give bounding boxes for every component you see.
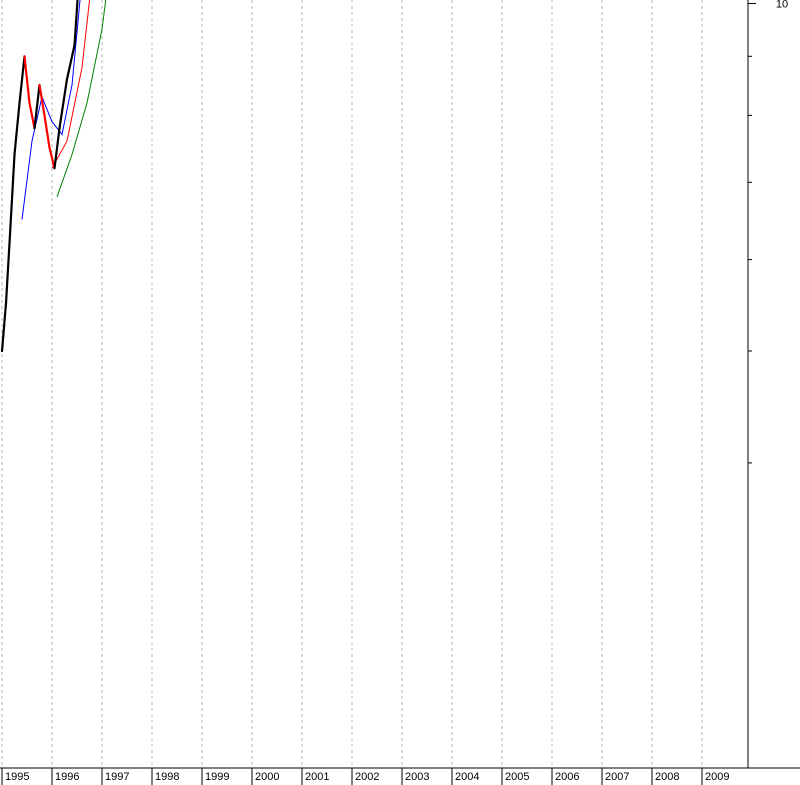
x-tick-label: 2007 [605, 771, 629, 783]
axes [0, 0, 800, 769]
x-tick-label: 1997 [105, 771, 129, 783]
price-segment [0, 302, 8, 353]
x-tick-label: 1995 [5, 771, 29, 783]
price-segment [53, 127, 61, 170]
x-axis-labels: 1995 1996 1997 1998 1999 2000 2001 2002 2003 2004… [1, 768, 729, 785]
year-gridlines [1, 0, 703, 768]
x-tick-label: 2003 [405, 771, 429, 783]
x-tick-label: 2000 [255, 771, 279, 783]
x-tick-label: 2008 [655, 771, 679, 783]
price-segment [18, 55, 26, 105]
price-segment [73, 0, 79, 47]
x-tick-label: 2009 [705, 771, 729, 783]
price-segment [33, 83, 41, 130]
x-tick-label: 2002 [355, 771, 379, 783]
x-tick-label: 2001 [305, 771, 329, 783]
price-segment [48, 146, 56, 170]
price-segment [13, 101, 21, 156]
price-series [0, 0, 79, 353]
price-segment [58, 77, 69, 130]
x-tick-label: 2005 [505, 771, 529, 783]
price-segment [38, 83, 46, 117]
x-tick-label: 1998 [155, 771, 179, 783]
y-tick-label: 10 [776, 0, 788, 11]
x-tick-label: 1999 [205, 771, 229, 783]
price-segment [28, 101, 36, 130]
price-segment [43, 114, 51, 149]
x-tick-label: 1996 [55, 771, 79, 783]
y-axis-labels: 102030405060708090 [748, 0, 788, 11]
x-tick-label: 2006 [555, 771, 579, 783]
x-tick-label: 2004 [455, 771, 479, 783]
price-segment [65, 44, 76, 81]
price-segment [4, 242, 11, 305]
price-segment [23, 55, 31, 105]
price-segment [8, 153, 16, 245]
